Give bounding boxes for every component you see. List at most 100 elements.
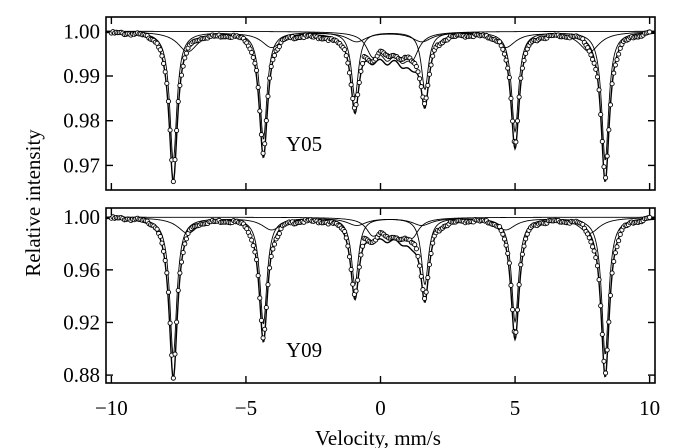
data-point	[345, 60, 351, 66]
x-tick-label: 0	[375, 396, 386, 420]
data-point	[350, 281, 356, 287]
data-point	[346, 254, 353, 260]
data-point	[616, 51, 622, 57]
data-point	[617, 231, 623, 238]
data-point	[356, 264, 362, 270]
x-tick-label: −5	[235, 396, 257, 420]
data-point	[604, 153, 610, 159]
data-point	[614, 244, 620, 250]
data-point	[505, 250, 511, 256]
data-point	[177, 270, 183, 276]
data-point	[417, 76, 423, 82]
data-point	[342, 228, 348, 235]
panel-y05: 0.97 0.98 0.99 1.00 Y05	[63, 16, 656, 191]
sample-label: Y09	[286, 338, 322, 362]
data-point	[257, 108, 263, 114]
data-point	[162, 257, 168, 264]
data-point	[586, 235, 592, 241]
data-point	[271, 52, 278, 58]
data-point	[353, 102, 359, 108]
data-point	[611, 70, 617, 76]
data-point	[178, 259, 185, 265]
data-point	[255, 273, 261, 279]
data-point	[523, 50, 529, 56]
data-point	[343, 53, 349, 59]
data-point	[157, 233, 163, 240]
data-point	[508, 95, 514, 102]
data-point	[418, 84, 424, 90]
data-point	[253, 67, 260, 73]
y-tick-label: 0.92	[63, 310, 100, 334]
data-point	[175, 287, 181, 293]
data-point	[518, 75, 524, 81]
data-point	[591, 60, 597, 66]
data-point	[165, 289, 172, 295]
sub-spectrum-doublet	[106, 30, 655, 64]
data-point	[267, 75, 273, 81]
data-point	[599, 331, 605, 337]
data-point	[257, 295, 263, 301]
data-point	[591, 248, 597, 254]
y-axis-title: Relative intensity	[21, 129, 45, 277]
panel-y09: 0.88 0.92 0.96 1.00 Y09	[63, 205, 656, 387]
data-point	[603, 370, 609, 376]
data-point	[415, 253, 421, 259]
data-point	[265, 93, 271, 99]
data-point	[505, 65, 511, 71]
data-point	[598, 112, 604, 118]
data-point	[510, 118, 516, 124]
data-point	[588, 52, 594, 58]
data-point	[413, 63, 419, 70]
data-point	[412, 242, 418, 248]
data-point	[268, 63, 274, 70]
data-point	[348, 266, 354, 273]
data-point	[514, 307, 521, 313]
data-point	[172, 157, 178, 163]
data-point	[500, 46, 506, 52]
data-point	[250, 243, 256, 249]
data-point	[252, 60, 258, 66]
data-point	[180, 63, 186, 69]
data-point	[417, 263, 423, 269]
data-point	[164, 270, 170, 276]
y-tick-label: 0.88	[63, 363, 100, 387]
data-point	[255, 84, 261, 90]
data-point	[343, 235, 349, 241]
data-point	[421, 295, 428, 302]
data-point	[262, 141, 268, 147]
y-tick-label: 1.00	[63, 205, 100, 229]
data-point	[263, 118, 269, 124]
data-point	[612, 62, 618, 68]
data-point	[594, 263, 600, 269]
data-point	[268, 253, 274, 260]
data-point	[503, 242, 509, 248]
data-point	[514, 118, 521, 124]
data-point	[276, 230, 282, 237]
y-tick-label: 0.96	[63, 258, 100, 282]
data-point	[258, 317, 264, 323]
x-axis-title: Velocity, mm/s	[315, 426, 441, 448]
data-point	[183, 236, 189, 242]
data-point	[500, 231, 506, 237]
data-point	[180, 250, 186, 256]
data-point	[161, 248, 167, 254]
data-point	[360, 60, 366, 67]
data-point	[430, 240, 436, 246]
data-point	[612, 250, 618, 256]
data-point	[270, 246, 276, 252]
data-point	[510, 307, 516, 313]
data-point	[418, 273, 424, 279]
data-point	[609, 270, 615, 276]
y-tick-label: 0.97	[63, 153, 100, 177]
data-point	[593, 66, 599, 72]
data-point	[355, 92, 361, 98]
data-point	[356, 79, 362, 86]
data-point	[609, 81, 615, 87]
data-point	[596, 277, 602, 283]
data-point	[183, 50, 189, 56]
data-point	[603, 175, 609, 181]
data-point	[178, 72, 185, 78]
sub-spectrum-sextet	[105, 31, 656, 161]
data-point	[413, 246, 419, 252]
